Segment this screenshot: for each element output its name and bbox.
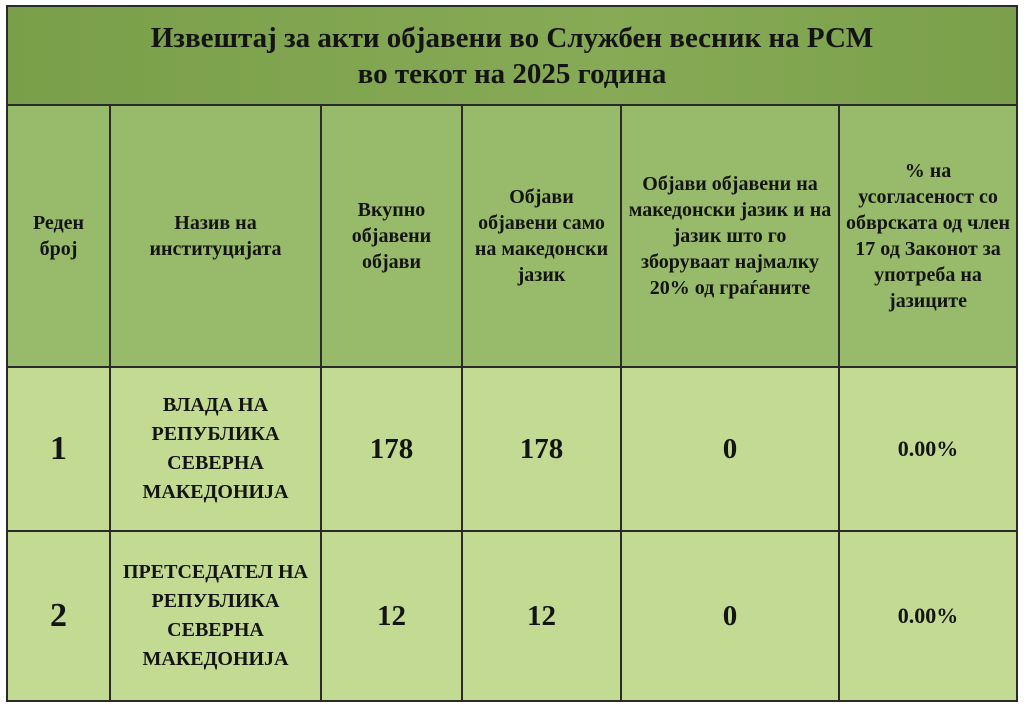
title-line-2: во текот на 2025 година [357, 57, 667, 90]
report-table: Извештај за акти објавени во Службен вес… [5, 5, 1019, 702]
cell-compliance: 0.00% [837, 530, 1019, 702]
cell-mk-and-other: 0 [620, 530, 840, 702]
cell-mk-only: 178 [461, 365, 622, 533]
table-row: 2 ПРЕТСЕДАТЕЛ НА РЕПУБЛИКА СЕВЕРНА МАКЕД… [6, 530, 1019, 702]
cell-mk-and-other: 0 [620, 365, 840, 533]
cell-mk-only: 12 [461, 530, 622, 702]
column-header-number: Реден број [6, 104, 111, 368]
cell-number: 1 [6, 365, 111, 533]
table-title: Извештај за акти објавени во Службен вес… [5, 5, 1019, 106]
cell-compliance: 0.00% [837, 365, 1019, 533]
column-header-institution: Назив на институцијата [109, 104, 322, 368]
table-row: 1 ВЛАДА НА РЕПУБЛИКА СЕВЕРНА МАКЕДОНИЈА … [6, 365, 1019, 533]
title-line-1: Извештај за акти објавени во Службен вес… [150, 21, 874, 54]
cell-number: 2 [6, 530, 111, 702]
column-header-mk-and-other: Објави објавени на македонски јазик и на… [620, 104, 840, 368]
cell-total: 12 [320, 530, 463, 702]
column-header-compliance: % на усогласеност со обврската од член 1… [837, 104, 1019, 368]
column-header-mk-only: Објави објавени само на македонски јазик [461, 104, 622, 368]
cell-institution: ВЛАДА НА РЕПУБЛИКА СЕВЕРНА МАКЕДОНИЈА [109, 365, 322, 533]
column-header-total: Вкупно објавени објави [320, 104, 463, 368]
cell-institution: ПРЕТСЕДАТЕЛ НА РЕПУБЛИКА СЕВЕРНА МАКЕДОН… [109, 530, 322, 702]
cell-total: 178 [320, 365, 463, 533]
